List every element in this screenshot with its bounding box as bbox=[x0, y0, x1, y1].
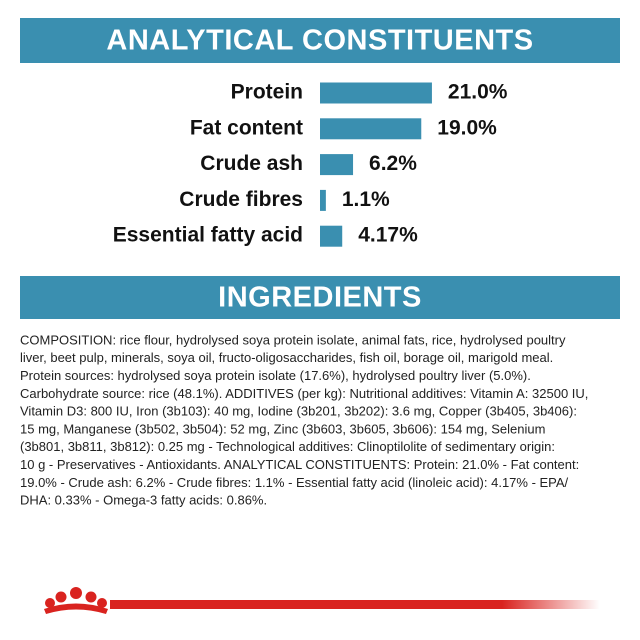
footer-stripe bbox=[110, 600, 600, 609]
bar bbox=[320, 154, 354, 176]
text-line: (3b801, 3b811, 3b812): 0.25 mg - Technol… bbox=[20, 439, 555, 454]
value-label: 19.0% bbox=[437, 116, 497, 139]
value-label: 21.0% bbox=[448, 81, 508, 104]
ingredients-title: INGREDIENTS bbox=[218, 282, 422, 314]
category-label: Crude ash bbox=[200, 152, 303, 175]
chart-title: ANALYTICAL CONSTITUENTS bbox=[106, 25, 533, 57]
title-banner bbox=[20, 18, 620, 63]
ingredients-text: COMPOSITION: rice flour, hydrolysed soya… bbox=[20, 332, 588, 507]
category-label: Fat content bbox=[190, 116, 303, 139]
category-label: Crude fibres bbox=[179, 188, 303, 211]
value-label: 4.17% bbox=[358, 224, 418, 247]
bar-chart: Protein 21.0% Fat content 19.0% Crude ash 6.2… bbox=[113, 81, 508, 247]
text-line: Vitamin D3: 800 IU, Iron (3b103): 40 mg,… bbox=[20, 404, 577, 419]
text-line: liver, beet pulp, minerals, soya oil, fr… bbox=[20, 350, 553, 365]
text-line: 15 mg, Manganese (3b502, 3b504): 52 mg, … bbox=[20, 421, 545, 436]
ingredients-banner bbox=[20, 276, 620, 319]
text-line: 19.0% - Crude ash: 6.2% - Crude fibres: … bbox=[20, 475, 569, 490]
text-line: Protein sources: hydrolysed soya protein… bbox=[20, 368, 531, 383]
bar bbox=[320, 189, 326, 211]
text-line: DHA: 0.33% - Omega-3 fatty acids: 0.86%. bbox=[20, 493, 267, 508]
bar bbox=[320, 118, 422, 140]
crown-logo bbox=[44, 587, 108, 614]
text-line: Carbohydrate source: rice (48.1%). ADDIT… bbox=[20, 386, 588, 401]
category-label: Essential fatty acid bbox=[113, 224, 303, 247]
value-label: 6.2% bbox=[369, 152, 417, 175]
bar bbox=[320, 225, 343, 247]
text-line: 10 g - Preservatives - Antioxidants. ANA… bbox=[20, 457, 579, 472]
bar bbox=[320, 82, 432, 104]
text-line: COMPOSITION: rice flour, hydrolysed soya… bbox=[20, 332, 566, 347]
category-label: Protein bbox=[231, 81, 303, 104]
value-label: 1.1% bbox=[342, 188, 390, 211]
